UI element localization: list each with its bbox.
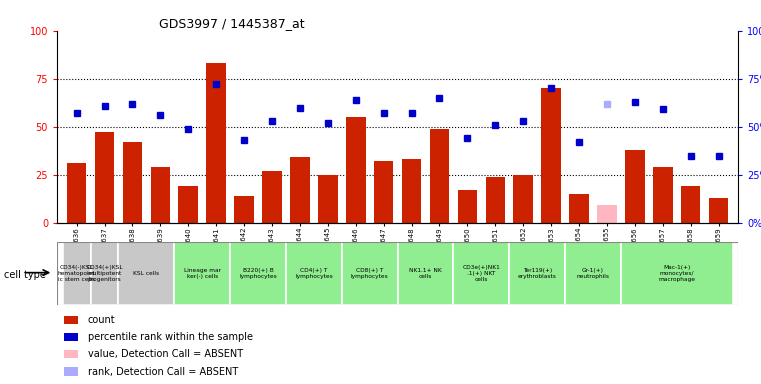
Bar [151, 167, 170, 223]
Bar [509, 242, 565, 305]
Bar [230, 242, 286, 305]
Text: Lineage mar
ker(-) cells: Lineage mar ker(-) cells [183, 268, 221, 279]
Bar [64, 350, 78, 358]
Bar [597, 205, 616, 223]
Bar [514, 175, 533, 223]
Text: GDS3997 / 1445387_at: GDS3997 / 1445387_at [159, 17, 305, 30]
Bar [123, 142, 142, 223]
Bar [402, 159, 422, 223]
Bar [486, 177, 505, 223]
Bar [119, 242, 174, 305]
Bar [681, 186, 700, 223]
Text: CD34(-)KSL
hematopoiet
ic stem cells: CD34(-)KSL hematopoiet ic stem cells [58, 265, 95, 282]
Bar [91, 242, 119, 305]
Text: cell type: cell type [4, 270, 46, 280]
Text: count: count [88, 314, 116, 325]
Text: KSL cells: KSL cells [133, 271, 160, 276]
Bar [541, 88, 561, 223]
Bar [625, 150, 645, 223]
Text: CD4(+) T
lymphocytes: CD4(+) T lymphocytes [295, 268, 333, 279]
Text: B220(+) B
lymphocytes: B220(+) B lymphocytes [239, 268, 277, 279]
Text: Mac-1(+)
monocytes/
macrophage: Mac-1(+) monocytes/ macrophage [658, 265, 696, 282]
Text: Ter119(+)
erythroblasts: Ter119(+) erythroblasts [517, 268, 556, 279]
Bar [64, 333, 78, 341]
Bar [174, 242, 230, 305]
Bar [621, 242, 733, 305]
Bar [179, 186, 198, 223]
Text: CD3e(+)NK1
.1(+) NKT
cells: CD3e(+)NK1 .1(+) NKT cells [463, 265, 500, 282]
Bar [457, 190, 477, 223]
Text: rank, Detection Call = ABSENT: rank, Detection Call = ABSENT [88, 366, 238, 377]
Bar [290, 157, 310, 223]
Bar [346, 117, 365, 223]
Bar [374, 161, 393, 223]
Bar [67, 163, 87, 223]
Bar [64, 316, 78, 324]
Bar [263, 171, 282, 223]
Text: CD8(+) T
lymphocytes: CD8(+) T lymphocytes [351, 268, 389, 279]
Bar [64, 367, 78, 376]
Bar [62, 242, 91, 305]
Bar [318, 175, 338, 223]
Bar [454, 242, 509, 305]
Bar [206, 63, 226, 223]
Bar [653, 167, 673, 223]
Bar [565, 242, 621, 305]
Text: NK1.1+ NK
cells: NK1.1+ NK cells [409, 268, 442, 279]
Bar [430, 129, 449, 223]
Text: percentile rank within the sample: percentile rank within the sample [88, 332, 253, 342]
Text: value, Detection Call = ABSENT: value, Detection Call = ABSENT [88, 349, 243, 359]
Bar [397, 242, 454, 305]
Text: CD34(+)KSL
multipotent
progenitors: CD34(+)KSL multipotent progenitors [86, 265, 123, 282]
Bar [708, 198, 728, 223]
Text: Gr-1(+)
neutrophils: Gr-1(+) neutrophils [577, 268, 610, 279]
Bar [569, 194, 589, 223]
Bar [234, 196, 254, 223]
Bar [286, 242, 342, 305]
Bar [95, 132, 114, 223]
Bar [342, 242, 397, 305]
